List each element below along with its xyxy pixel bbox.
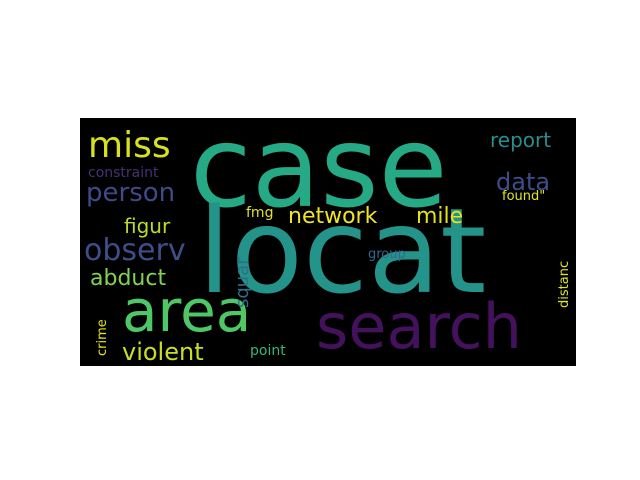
word-point: point [250,343,286,359]
word-violent: violent [122,338,204,366]
word-locat: locat [198,182,487,320]
word-network: network [288,204,378,229]
word-fmg: fmg [246,205,274,221]
word-figur: figur [124,214,171,238]
word-squar: squar [232,257,253,308]
word-observ: observ [84,233,186,268]
word-data: data [496,168,551,196]
word-area: area [122,277,252,345]
word-constraint: constraint [88,165,159,181]
word-search: search [316,290,522,363]
word-distanc: distanc [557,260,572,308]
word-case: case [190,118,448,233]
word-found: found" [502,189,546,204]
word-mile: mile [416,204,464,229]
word-person: person [86,178,176,208]
word-cloud: case locat area search miss person obser… [80,118,576,366]
word-miss: miss [88,125,171,166]
word-group: group [368,247,406,262]
word-report: report [490,128,552,152]
word-abduct: abduct [90,266,167,291]
word-crime: crime [95,319,110,356]
